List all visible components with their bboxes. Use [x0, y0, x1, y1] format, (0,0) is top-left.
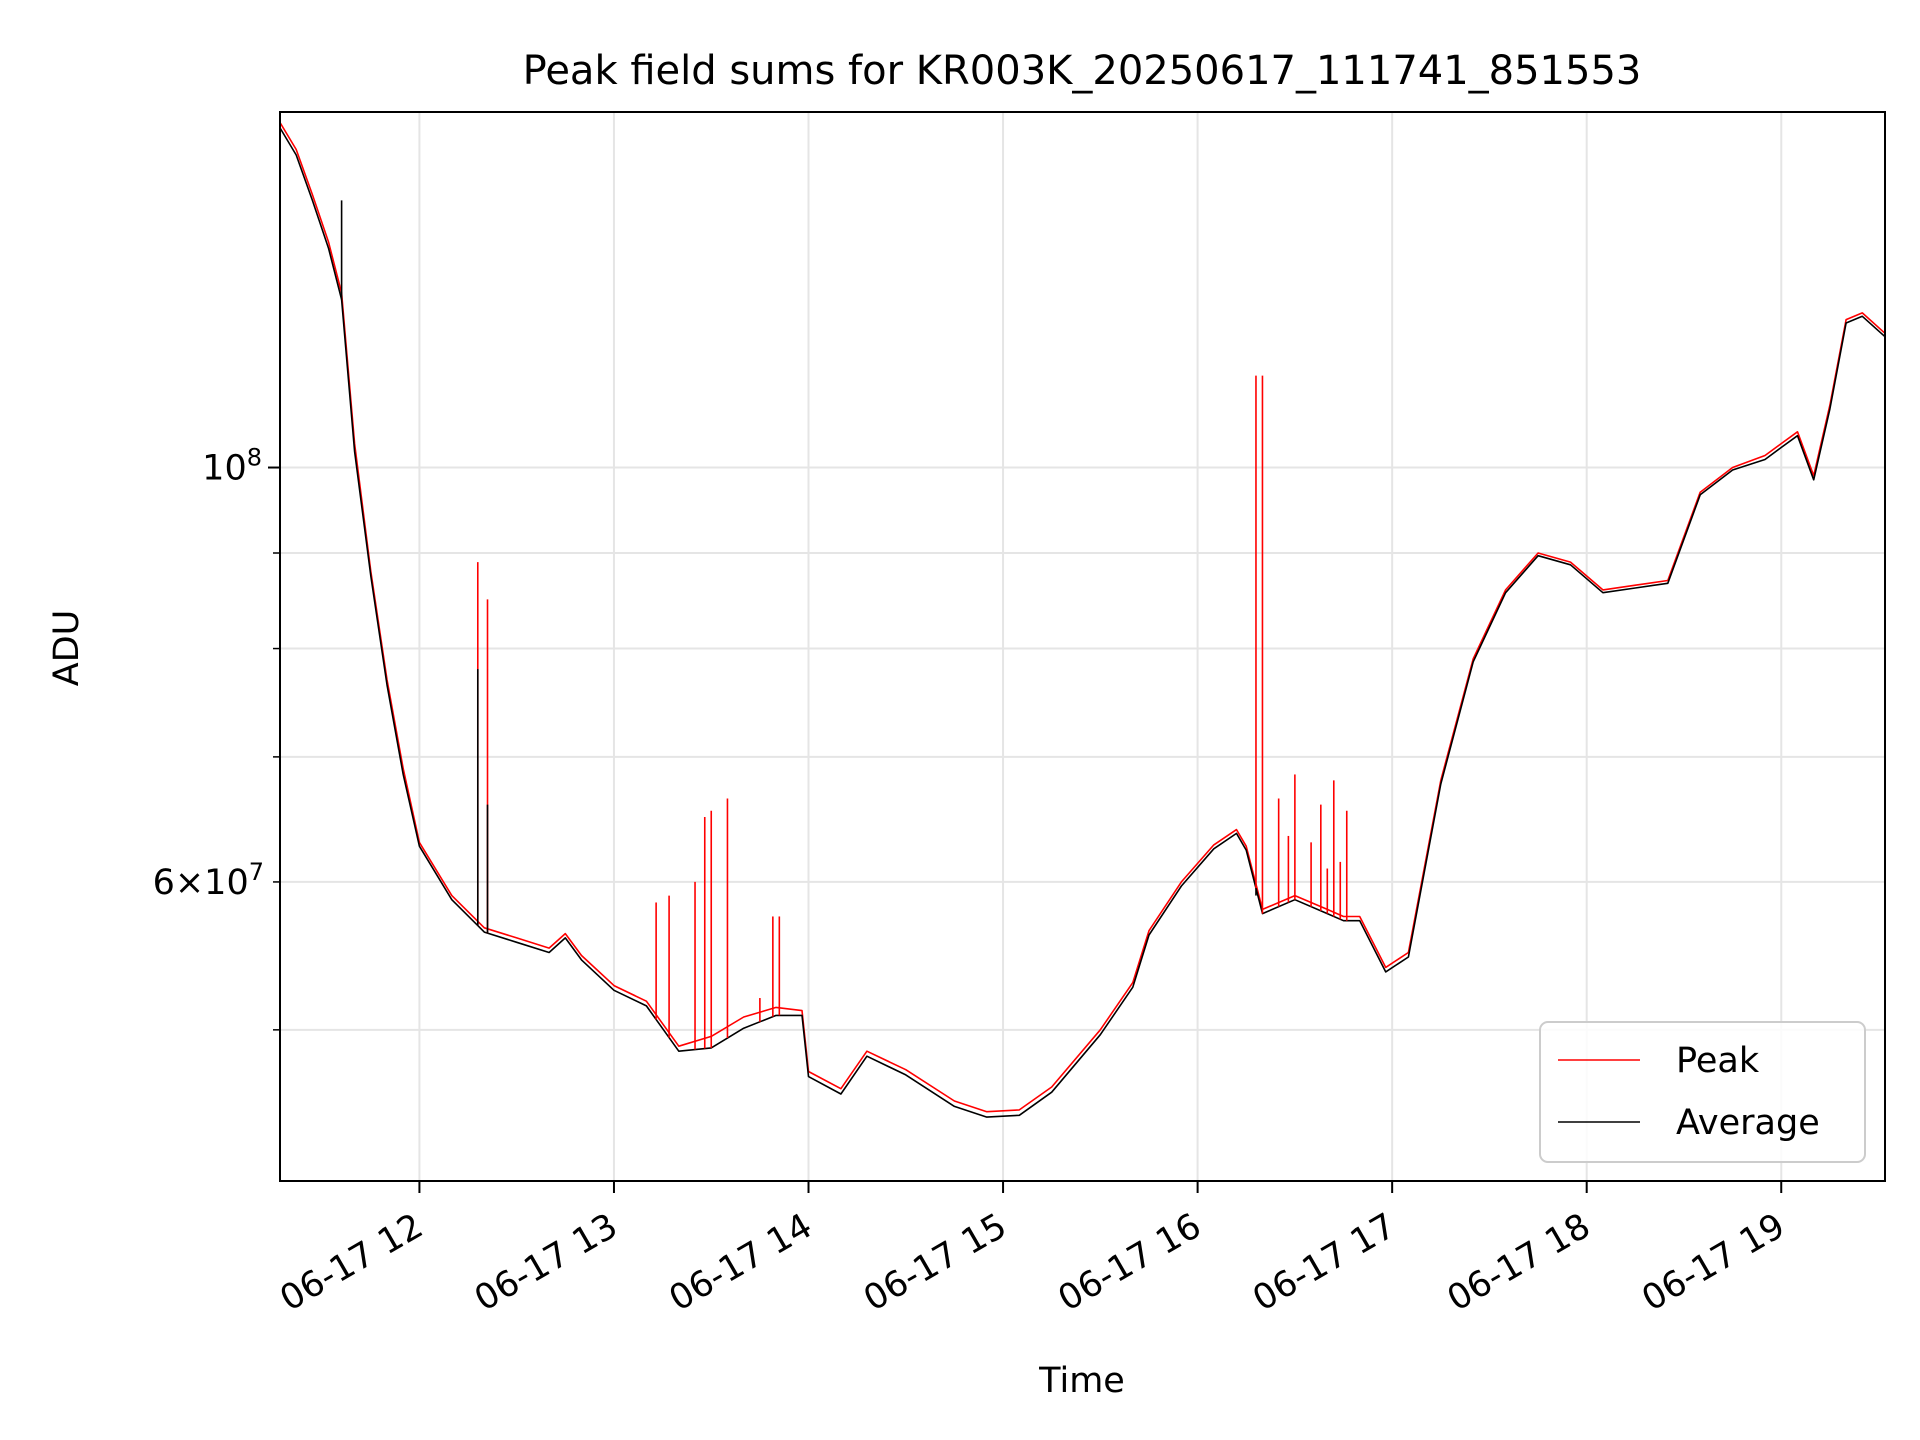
y-major-tick-label: 108 [202, 444, 262, 489]
series-layer [279, 122, 1886, 1118]
y-axis-ticks: 6×107 108 [153, 444, 280, 1031]
legend: Peak Average [1539, 1021, 1866, 1163]
y-tick-label: 6×107 [153, 858, 264, 903]
x-axis-label: Time [1038, 1361, 1125, 1401]
grid [280, 112, 1885, 1181]
y-axis-label: ADU [47, 610, 87, 687]
plot-frame [279, 111, 1886, 1182]
series-line-peak [279, 122, 1886, 1113]
legend-box [1539, 1021, 1866, 1163]
legend-average-label: Average [1676, 1103, 1820, 1143]
series-line-average [279, 127, 1886, 1118]
chart-title: Peak field sums for KR003K_20250617_1117… [523, 48, 1642, 94]
legend-peak-label: Peak [1676, 1041, 1760, 1081]
